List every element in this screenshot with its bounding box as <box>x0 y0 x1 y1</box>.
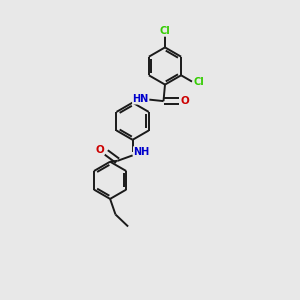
Text: NH: NH <box>134 147 150 157</box>
Text: O: O <box>181 96 190 106</box>
Text: O: O <box>95 145 104 155</box>
Text: Cl: Cl <box>160 26 170 36</box>
Text: Cl: Cl <box>193 76 204 87</box>
Text: HN: HN <box>133 94 149 104</box>
